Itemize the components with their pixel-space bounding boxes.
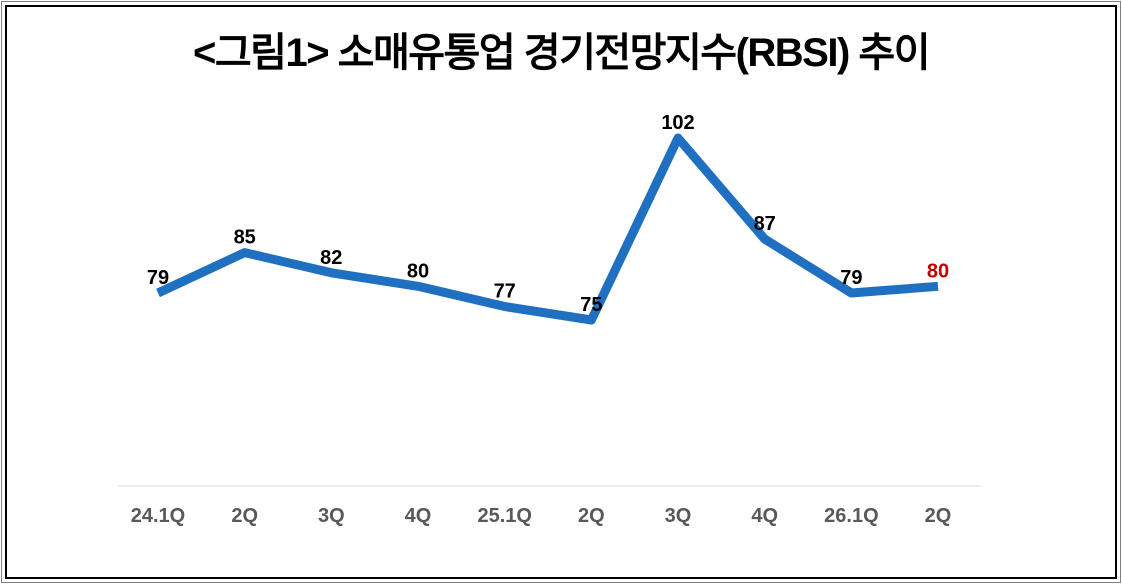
data-label: 80 xyxy=(927,260,949,282)
trend-line xyxy=(156,133,939,325)
data-label: 79 xyxy=(840,267,862,289)
data-label: 85 xyxy=(234,227,256,249)
data-label: 87 xyxy=(754,213,776,235)
x-tick-label: 2Q xyxy=(578,505,605,527)
data-label: 79 xyxy=(147,267,169,289)
x-tick-label: 4Q xyxy=(405,505,432,527)
chart-title: <그림1> 소매유통업 경기전망지수(RBSI) 추이 xyxy=(192,31,931,75)
data-label: 77 xyxy=(494,281,516,303)
data-label: 75 xyxy=(580,294,602,316)
data-label: 80 xyxy=(407,260,429,282)
x-tick-label: 25.1Q xyxy=(477,505,531,527)
x-tick-label: 3Q xyxy=(665,505,692,527)
x-tick-label: 24.1Q xyxy=(131,505,185,527)
data-label: 102 xyxy=(661,112,694,134)
data-label: 82 xyxy=(320,247,342,269)
x-tick-label: 4Q xyxy=(751,505,778,527)
x-tick-label: 26.1Q xyxy=(824,505,878,527)
x-tick-label: 2Q xyxy=(231,505,258,527)
x-tick-label: 3Q xyxy=(318,505,345,527)
x-tick-label: 2Q xyxy=(925,505,952,527)
